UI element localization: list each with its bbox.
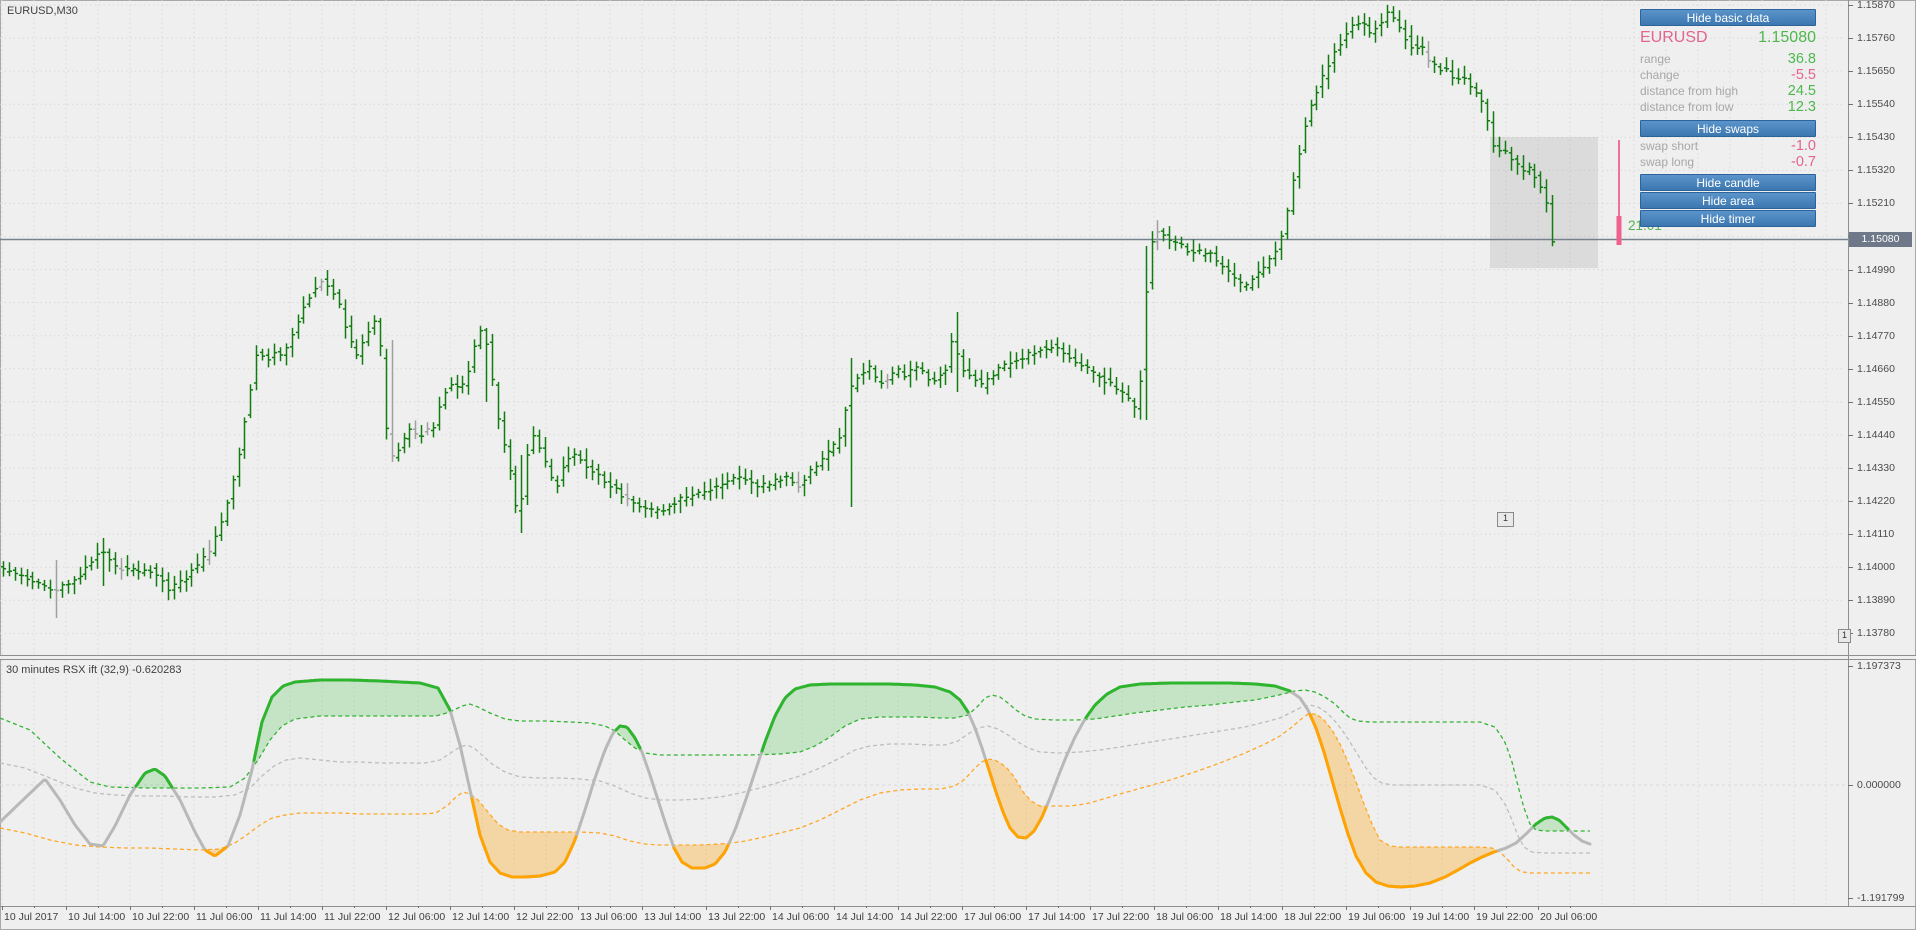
pane-separator[interactable] bbox=[0, 655, 1916, 660]
indicator-pane[interactable] bbox=[0, 660, 1848, 906]
time-axis-label: 18 Jul 22:00 bbox=[1284, 911, 1342, 923]
time-axis-label: 14 Jul 06:00 bbox=[772, 911, 830, 923]
time-axis-label: 14 Jul 14:00 bbox=[836, 911, 894, 923]
time-axis-label: 13 Jul 22:00 bbox=[708, 911, 766, 923]
panel-row-swap-short: swap short -1.0 bbox=[1640, 138, 1816, 154]
time-axis-label: 19 Jul 14:00 bbox=[1412, 911, 1470, 923]
time-axis-label: 10 Jul 14:00 bbox=[68, 911, 126, 923]
price-axis-label: 1.14330 bbox=[1857, 461, 1895, 474]
time-axis-label: 17 Jul 06:00 bbox=[964, 911, 1022, 923]
time-axis-label: 19 Jul 06:00 bbox=[1348, 911, 1406, 923]
panel-quote: 1.15080 bbox=[1758, 29, 1816, 46]
time-axis-label: 13 Jul 06:00 bbox=[580, 911, 638, 923]
price-axis-label: 1.14880 bbox=[1857, 296, 1895, 309]
price-axis-label: 1.14000 bbox=[1857, 561, 1895, 574]
price-axis-label: 1.15430 bbox=[1857, 131, 1895, 144]
time-axis-label: 13 Jul 14:00 bbox=[644, 911, 702, 923]
time-axis-label: 17 Jul 22:00 bbox=[1092, 911, 1150, 923]
info-panel: Hide basic data EURUSD 1.15080 range 36.… bbox=[1640, 9, 1816, 228]
panel-row-distance-low: distance from low 12.3 bbox=[1640, 99, 1816, 115]
panel-symbol: EURUSD bbox=[1640, 29, 1708, 46]
price-axis-label: 1.14220 bbox=[1857, 495, 1895, 508]
time-axis-label: 18 Jul 06:00 bbox=[1156, 911, 1214, 923]
price-axis-label: 1.15650 bbox=[1857, 65, 1895, 78]
time-axis-label: 11 Jul 14:00 bbox=[260, 911, 317, 923]
price-axis-label: 1.13780 bbox=[1857, 627, 1895, 640]
panel-row-distance-high: distance from high 24.5 bbox=[1640, 83, 1816, 99]
time-axis-label: 12 Jul 14:00 bbox=[452, 911, 510, 923]
time-axis-label: 20 Jul 06:00 bbox=[1540, 911, 1598, 923]
price-axis-label: 1.15320 bbox=[1857, 164, 1895, 177]
price-axis-label: 1.14770 bbox=[1857, 329, 1895, 342]
hide-basic-data-button[interactable]: Hide basic data bbox=[1640, 9, 1816, 26]
price-axis-label: 1.15760 bbox=[1857, 32, 1895, 45]
indicator-axis-label: -1.191799 bbox=[1857, 892, 1905, 904]
hide-candle-button[interactable]: Hide candle bbox=[1640, 174, 1816, 191]
indicator-axis-label: 0.000000 bbox=[1857, 779, 1901, 791]
time-axis-label: 12 Jul 22:00 bbox=[516, 911, 574, 923]
hide-area-button[interactable]: Hide area bbox=[1640, 192, 1816, 209]
price-axis-label: 1.14990 bbox=[1857, 263, 1895, 276]
time-axis-line bbox=[0, 906, 1916, 907]
time-axis-label: 17 Jul 14:00 bbox=[1028, 911, 1086, 923]
indicator-axis-label: 1.197373 bbox=[1857, 660, 1901, 672]
hide-swaps-button[interactable]: Hide swaps bbox=[1640, 120, 1816, 137]
time-axis-label: 18 Jul 14:00 bbox=[1220, 911, 1278, 923]
time-axis-label: 12 Jul 06:00 bbox=[388, 911, 446, 923]
time-axis-label: 10 Jul 2017 bbox=[4, 911, 59, 923]
time-axis-label: 11 Jul 22:00 bbox=[324, 911, 381, 923]
chart-object-marker[interactable]: 1 bbox=[1838, 629, 1851, 643]
price-axis-label: 1.14660 bbox=[1857, 362, 1895, 375]
price-axis-label: 1.15870 bbox=[1857, 0, 1895, 11]
indicator-title: 30 minutes RSX ift (32,9) -0.620283 bbox=[6, 664, 182, 676]
chart-object-marker[interactable]: 1 bbox=[1497, 512, 1514, 527]
hide-timer-button[interactable]: Hide timer bbox=[1640, 210, 1816, 227]
time-axis-label: 11 Jul 06:00 bbox=[196, 911, 253, 923]
current-price-badge: 1.15080 bbox=[1849, 232, 1912, 247]
time-axis-label: 10 Jul 22:00 bbox=[132, 911, 190, 923]
panel-row-range: range 36.8 bbox=[1640, 51, 1816, 67]
price-axis-label: 1.13890 bbox=[1857, 594, 1895, 607]
price-axis-label: 1.14550 bbox=[1857, 395, 1895, 408]
price-axis-line bbox=[1848, 0, 1849, 906]
time-axis-label: 14 Jul 22:00 bbox=[900, 911, 958, 923]
panel-row-swap-long: swap long -0.7 bbox=[1640, 154, 1816, 170]
price-axis-label: 1.15540 bbox=[1857, 98, 1895, 111]
main-chart[interactable] bbox=[0, 0, 1848, 655]
time-axis-label: 19 Jul 22:00 bbox=[1476, 911, 1534, 923]
price-axis-label: 1.14110 bbox=[1857, 528, 1895, 541]
panel-row-change: change -5.5 bbox=[1640, 67, 1816, 83]
symbol-timeframe-label: EURUSD,M30 bbox=[7, 5, 78, 17]
price-axis-label: 1.15210 bbox=[1857, 197, 1895, 210]
price-axis-label: 1.14440 bbox=[1857, 428, 1895, 441]
